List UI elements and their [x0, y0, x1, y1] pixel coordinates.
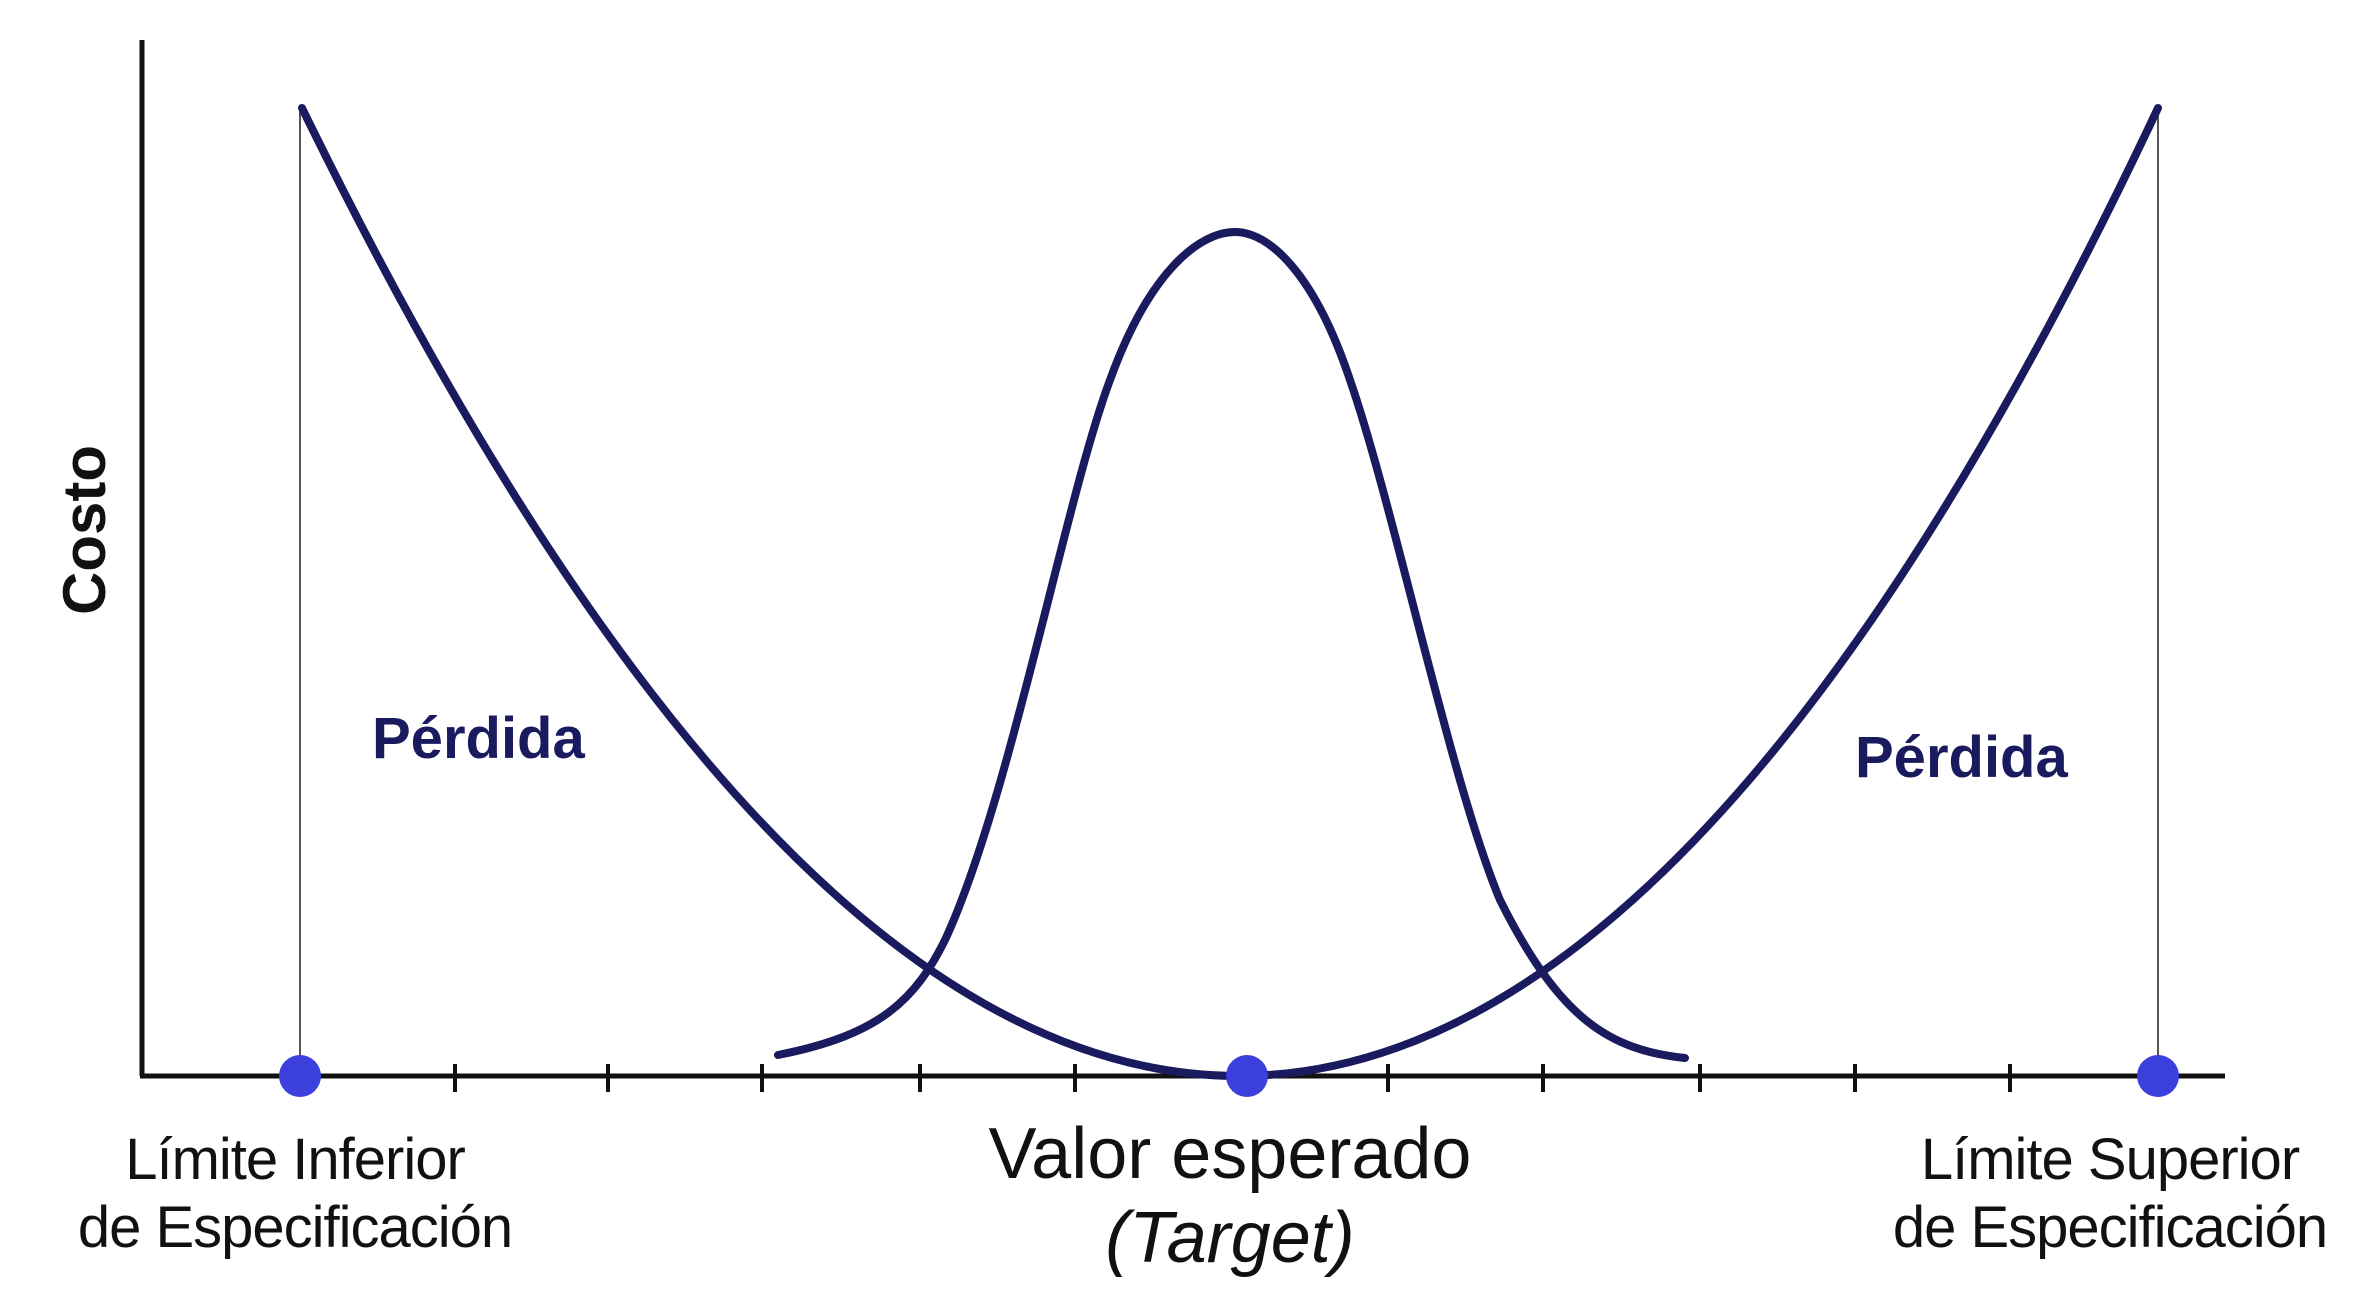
target-line1: Valor esperado — [988, 1114, 1472, 1194]
upper-limit-label: Límite Superior de Especificación — [1855, 1126, 2365, 1262]
lower-limit-marker — [279, 1055, 321, 1097]
lower-limit-line2: de Especificación — [77, 1195, 513, 1260]
y-axis-label: Costo — [51, 445, 118, 615]
distribution-curve — [774, 227, 1689, 1062]
x-axis-ticks — [453, 1064, 2012, 1092]
upper-limit-marker — [2137, 1055, 2179, 1097]
lower-limit-line1: Límite Inferior — [125, 1127, 466, 1192]
target-line2: (Target) — [1105, 1198, 1355, 1278]
upper-limit-line1: Límite Superior — [1920, 1127, 2300, 1192]
loss-curve — [298, 104, 2162, 1080]
loss-label-right: Pérdida — [1855, 725, 2068, 790]
lower-limit-label: Límite Inferior de Especificación — [40, 1126, 550, 1262]
target-label: Valor esperado (Target) — [920, 1112, 1540, 1280]
target-marker — [1226, 1055, 1268, 1097]
loss-label-left: Pérdida — [372, 706, 585, 771]
upper-limit-line2: de Especificación — [1892, 1195, 2328, 1260]
